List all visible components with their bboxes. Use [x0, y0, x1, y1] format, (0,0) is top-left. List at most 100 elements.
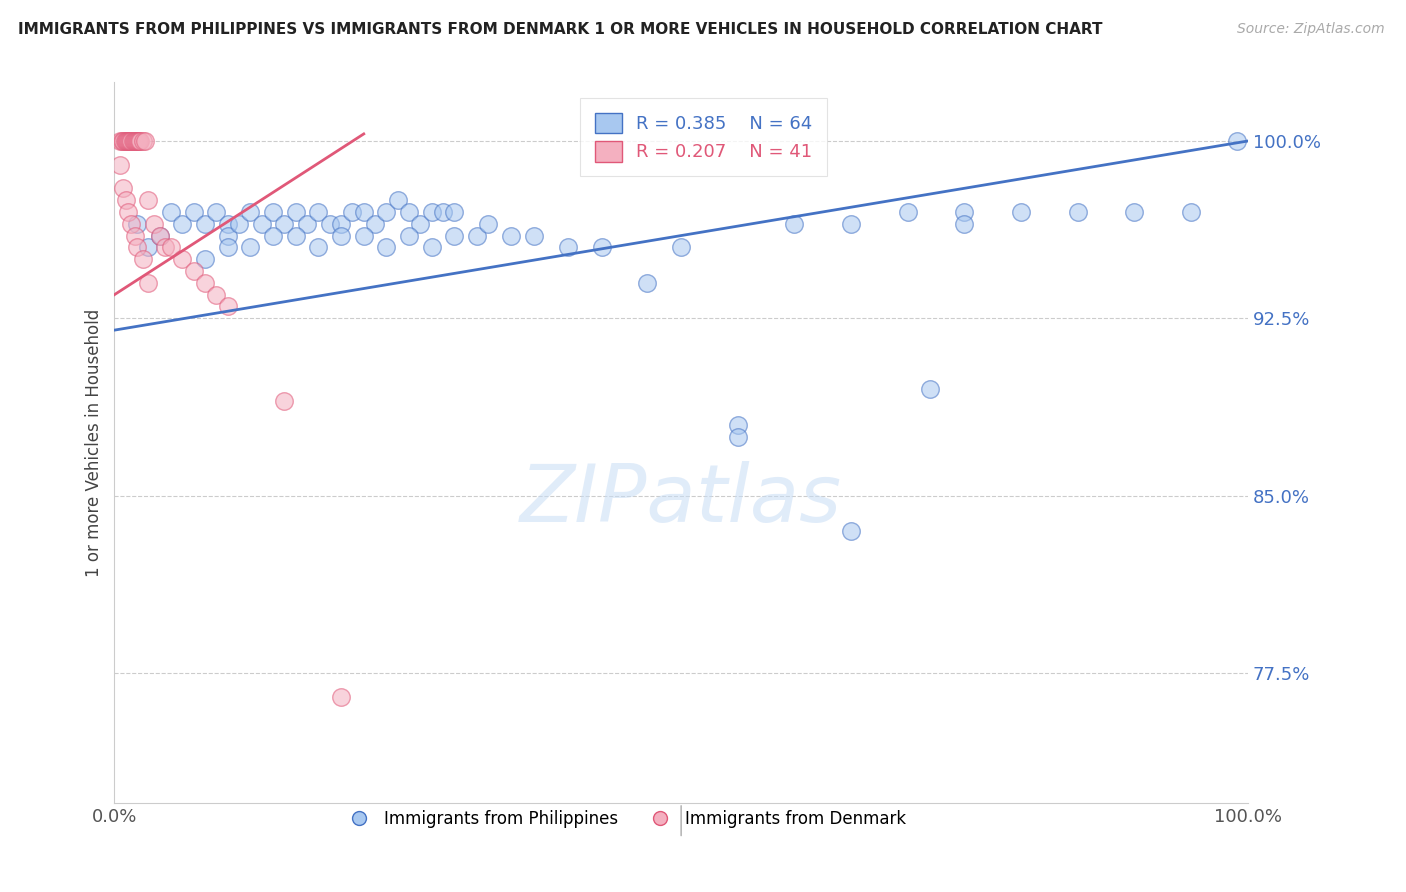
Point [330, 217, 353, 231]
Point [330, 690, 353, 704]
Point [284, 205, 307, 219]
Point [112, 134, 135, 148]
Point [138, 240, 160, 254]
Point [194, 252, 217, 267]
Point [273, 217, 295, 231]
Point [295, 217, 318, 231]
Point [477, 217, 499, 231]
Point [1225, 134, 1247, 148]
Point [727, 417, 749, 432]
Point [839, 217, 862, 231]
Point [409, 217, 432, 231]
Legend: Immigrants from Philippines, Immigrants from Denmark: Immigrants from Philippines, Immigrants … [336, 803, 912, 834]
Point [134, 134, 156, 148]
Point [129, 134, 152, 148]
Point [121, 134, 143, 148]
Point [149, 228, 172, 243]
Point [138, 276, 160, 290]
Point [125, 134, 148, 148]
Point [273, 394, 295, 409]
Point [953, 217, 976, 231]
Point [114, 134, 136, 148]
Point [122, 134, 145, 148]
Point [353, 205, 375, 219]
Point [364, 217, 387, 231]
Point [115, 134, 138, 148]
Point [228, 217, 250, 231]
Point [132, 134, 155, 148]
Point [217, 300, 239, 314]
Point [124, 134, 146, 148]
Point [443, 228, 465, 243]
Point [398, 228, 420, 243]
Point [114, 134, 136, 148]
Point [118, 134, 141, 148]
Point [1123, 205, 1146, 219]
Point [591, 240, 613, 254]
Point [172, 252, 194, 267]
Point [1010, 205, 1032, 219]
Point [557, 240, 579, 254]
Point [205, 205, 228, 219]
Point [149, 228, 172, 243]
Point [262, 205, 284, 219]
Point [125, 134, 148, 148]
Point [523, 228, 546, 243]
Point [205, 287, 228, 301]
Point [307, 205, 329, 219]
Point [125, 217, 148, 231]
Point [217, 228, 239, 243]
Point [183, 205, 205, 219]
Point [194, 276, 217, 290]
Text: ZIPatlas: ZIPatlas [520, 461, 842, 539]
Point [160, 205, 183, 219]
Point [375, 205, 398, 219]
Point [839, 524, 862, 538]
Point [319, 217, 342, 231]
Point [284, 228, 307, 243]
Point [501, 228, 523, 243]
Point [114, 193, 136, 207]
Point [420, 240, 443, 254]
Point [669, 240, 692, 254]
Point [387, 193, 409, 207]
Point [398, 205, 420, 219]
Point [727, 429, 749, 443]
Y-axis label: 1 or more Vehicles in Household: 1 or more Vehicles in Household [86, 309, 103, 576]
Point [108, 134, 131, 148]
Point [342, 205, 364, 219]
Point [420, 205, 443, 219]
Point [138, 193, 160, 207]
Point [239, 205, 262, 219]
Point [465, 228, 488, 243]
Point [783, 217, 806, 231]
Point [172, 217, 194, 231]
Point [217, 240, 239, 254]
Point [897, 205, 920, 219]
Point [120, 134, 142, 148]
Text: IMMIGRANTS FROM PHILIPPINES VS IMMIGRANTS FROM DENMARK 1 OR MORE VEHICLES IN HOU: IMMIGRANTS FROM PHILIPPINES VS IMMIGRANT… [18, 22, 1102, 37]
Point [307, 240, 329, 254]
Point [432, 205, 454, 219]
Point [125, 240, 148, 254]
Point [375, 240, 398, 254]
Point [120, 134, 142, 148]
Point [143, 217, 166, 231]
Point [127, 134, 149, 148]
Point [194, 217, 217, 231]
Point [1067, 205, 1090, 219]
Point [353, 228, 375, 243]
Point [117, 205, 139, 219]
Point [183, 264, 205, 278]
Point [155, 240, 177, 254]
Point [1180, 205, 1202, 219]
Point [128, 134, 150, 148]
Point [160, 240, 183, 254]
Point [262, 228, 284, 243]
Text: Source: ZipAtlas.com: Source: ZipAtlas.com [1237, 22, 1385, 37]
Point [636, 276, 658, 290]
Point [120, 217, 142, 231]
Point [330, 228, 353, 243]
Point [443, 205, 465, 219]
Point [217, 217, 239, 231]
